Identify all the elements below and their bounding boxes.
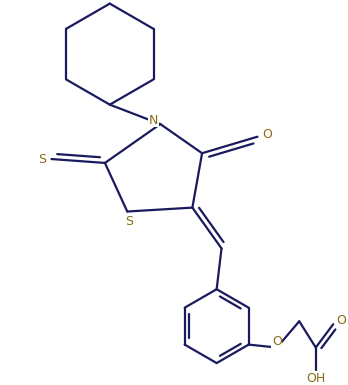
Text: S: S [125,215,133,228]
Text: OH: OH [306,372,325,385]
Text: N: N [149,114,158,127]
Text: O: O [262,128,272,141]
Text: O: O [272,335,282,348]
Text: S: S [38,152,46,166]
Text: O: O [336,314,346,327]
